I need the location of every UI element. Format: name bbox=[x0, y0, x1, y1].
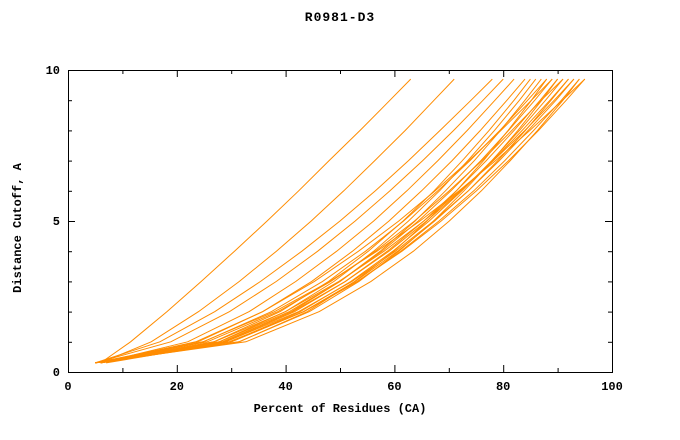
curve bbox=[100, 78, 586, 364]
curves bbox=[95, 78, 586, 364]
curve bbox=[95, 78, 493, 364]
curve bbox=[100, 78, 575, 364]
curve bbox=[95, 78, 569, 364]
curve bbox=[100, 78, 558, 364]
axes-frame bbox=[68, 70, 613, 373]
x-tick-label: 0 bbox=[64, 380, 71, 394]
curve bbox=[95, 78, 586, 364]
curve bbox=[95, 78, 504, 364]
curve bbox=[95, 78, 548, 364]
x-tick-label: 40 bbox=[278, 380, 292, 394]
y-tick-label: 10 bbox=[46, 64, 60, 78]
chart-title: R0981-D3 bbox=[304, 10, 376, 25]
x-tick-label: 60 bbox=[387, 380, 401, 394]
x-tick-label: 80 bbox=[496, 380, 510, 394]
curve bbox=[100, 78, 537, 364]
y-tick-label: 0 bbox=[53, 366, 60, 380]
curve bbox=[100, 78, 553, 364]
plot-border bbox=[68, 70, 613, 373]
curve bbox=[95, 78, 564, 364]
curve bbox=[95, 78, 575, 364]
curve bbox=[95, 78, 526, 364]
curve bbox=[95, 78, 580, 364]
tick-labels: 0 20 40 60 80 100 0 5 10 bbox=[46, 64, 623, 394]
curve bbox=[100, 78, 569, 364]
y-tick-label: 5 bbox=[53, 215, 60, 229]
curve bbox=[106, 78, 564, 364]
curve bbox=[100, 78, 515, 364]
curve bbox=[95, 78, 553, 364]
curve bbox=[100, 78, 455, 364]
curve bbox=[95, 78, 531, 364]
x-tick-label: 100 bbox=[601, 380, 623, 394]
x-axis-label: Percent of Residues (CA) bbox=[253, 402, 427, 416]
curve bbox=[100, 78, 548, 364]
curve bbox=[95, 78, 542, 364]
curve bbox=[100, 78, 412, 364]
x-tick-label: 20 bbox=[170, 380, 184, 394]
